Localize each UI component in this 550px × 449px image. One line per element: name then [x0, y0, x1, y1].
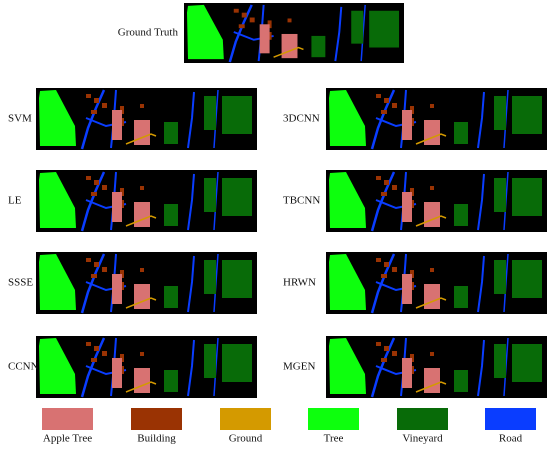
method-label: 3DCNN	[283, 113, 320, 125]
method-label: CCNN	[8, 361, 39, 373]
method-label: SVM	[8, 113, 32, 125]
legend-label: Road	[499, 433, 523, 445]
legend-swatch	[397, 408, 448, 430]
legend-swatch	[220, 408, 271, 430]
legend-swatch	[42, 408, 93, 430]
legend-label: Ground	[229, 433, 263, 445]
classification-map	[36, 252, 257, 314]
legend-label: Building	[137, 433, 176, 445]
method-label: TBCNN	[283, 195, 320, 207]
classification-map	[326, 252, 547, 314]
legend-label: Vineyard	[402, 433, 443, 445]
legend-swatch	[131, 408, 182, 430]
classification-map	[326, 170, 547, 232]
legend-swatch	[308, 408, 359, 430]
method-label: MGEN	[283, 361, 315, 373]
classification-map	[326, 336, 547, 398]
ground-truth-label: Ground Truth	[118, 27, 179, 39]
classification-map	[326, 88, 547, 150]
legend-swatch	[485, 408, 536, 430]
method-label: SSSE	[8, 277, 33, 289]
ground-truth-map	[184, 3, 404, 63]
classification-map	[36, 88, 257, 150]
classification-map	[36, 336, 257, 398]
method-label: HRWN	[283, 277, 316, 289]
classification-map	[36, 170, 257, 232]
legend-label: Tree	[324, 433, 344, 445]
legend-label: Apple Tree	[43, 433, 92, 445]
method-label: LE	[8, 195, 22, 207]
